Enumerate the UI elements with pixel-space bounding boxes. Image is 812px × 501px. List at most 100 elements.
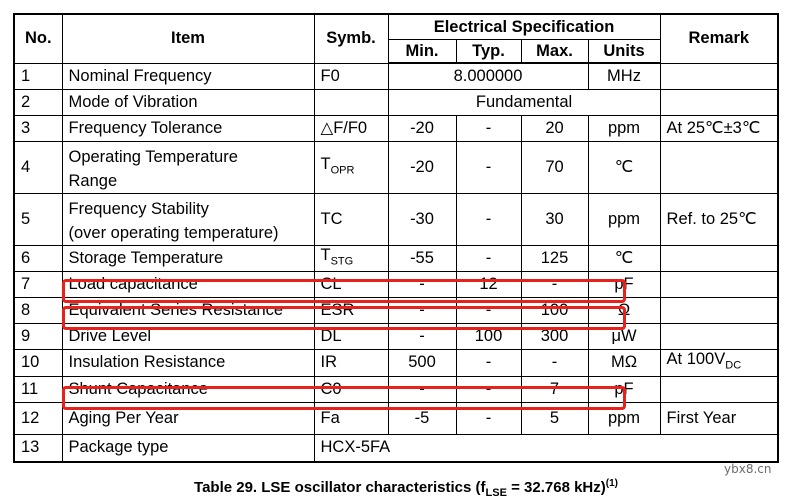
cell-typ: 100	[455, 323, 522, 351]
header-row-1: No. Item Symb. Electrical Specification …	[13, 13, 779, 64]
cell-item: Frequency Stability (over operating temp…	[61, 193, 315, 246]
table-row: 11 Shunt Capacitance C0 - - 7 pF	[13, 375, 779, 403]
cell-min: -55	[387, 244, 457, 273]
cell-remark: Ref. to 25℃	[659, 193, 779, 246]
remark-main: At 100V	[666, 350, 726, 369]
cell-symb: HCX-5FA	[313, 433, 779, 463]
cell-max: -	[520, 271, 589, 299]
symb-sub: OPR	[330, 164, 355, 177]
cell-item: Load capacitance	[61, 271, 315, 299]
cell-symb: TC	[313, 193, 389, 246]
cell-typ: -	[455, 375, 522, 403]
cell-max: 100	[520, 297, 589, 325]
cell-item-line1: Frequency Stability	[68, 199, 209, 218]
cell-item: Frequency Tolerance	[61, 115, 315, 142]
cell-remark: First Year	[659, 401, 779, 435]
table-row: 1 Nominal Frequency F0 8.000000 MHz	[13, 62, 779, 90]
header-typ: Typ.	[455, 39, 522, 64]
symb-main: T	[320, 154, 331, 173]
cell-remark	[659, 141, 779, 194]
cell-no: 9	[13, 323, 63, 351]
cell-typ: 12	[455, 271, 522, 299]
cell-units: ℃	[587, 244, 661, 273]
cell-remark	[659, 244, 779, 273]
cell-typ: -	[455, 141, 522, 194]
cell-remark	[659, 271, 779, 299]
cell-nominal-value: 8.000000	[387, 62, 589, 90]
cell-max: 20	[520, 115, 589, 142]
header-no: No.	[13, 13, 63, 64]
table-row: 9 Drive Level DL - 100 300 μW	[13, 323, 779, 351]
cell-symb: ESR	[313, 297, 389, 325]
cell-remark	[659, 323, 779, 351]
cell-max: -	[520, 349, 589, 377]
cell-remark	[659, 297, 779, 325]
cell-no: 13	[13, 433, 63, 463]
cell-typ: -	[455, 244, 522, 273]
cell-item: Nominal Frequency	[61, 62, 315, 90]
cell-units: μW	[587, 323, 661, 351]
cell-min: -	[387, 375, 457, 403]
spec-table: No. Item Symb. Electrical Specification …	[13, 13, 780, 464]
cell-mode-value: Fundamental	[387, 89, 661, 116]
cell-symb	[313, 89, 389, 116]
cell-no: 12	[13, 401, 63, 435]
cell-min: 500	[387, 349, 457, 377]
cell-units: MHz	[587, 62, 661, 90]
cell-item: Equivalent Series Resistance	[61, 297, 315, 325]
cell-symb: CL	[313, 271, 389, 299]
cell-max: 125	[520, 244, 589, 273]
table-row: 12 Aging Per Year Fa -5 - 5 ppm First Ye…	[13, 401, 779, 435]
table-row: 5 Frequency Stability (over operating te…	[13, 193, 779, 246]
cell-item: Insulation Resistance	[61, 349, 315, 377]
table-row: 8 Equivalent Series Resistance ESR - - 1…	[13, 297, 779, 325]
cell-units: ℃	[587, 141, 661, 194]
header-remark: Remark	[659, 13, 779, 64]
caption-prefix: Table 29. LSE oscillator characteristics…	[194, 479, 486, 496]
cell-min: -	[387, 271, 457, 299]
cell-no: 6	[13, 244, 63, 273]
cell-item: Drive Level	[61, 323, 315, 351]
cell-no: 7	[13, 271, 63, 299]
table-row: 10 Insulation Resistance IR 500 - - MΩ A…	[13, 349, 779, 377]
cell-units: ppm	[587, 401, 661, 435]
table-row: 3 Frequency Tolerance △F/F0 -20 - 20 ppm…	[13, 115, 779, 142]
cell-remark: At 100VDC	[659, 349, 779, 377]
cell-no: 5	[13, 193, 63, 246]
table-row: 6 Storage Temperature TSTG -55 - 125 ℃	[13, 244, 779, 273]
cell-remark: At 25℃±3℃	[659, 115, 779, 142]
cell-no: 3	[13, 115, 63, 142]
cell-min: -30	[387, 193, 457, 246]
table-row: 2 Mode of Vibration Fundamental	[13, 89, 779, 116]
cell-max: 70	[520, 141, 589, 194]
cell-units: ppm	[587, 115, 661, 142]
header-min: Min.	[387, 39, 457, 64]
cell-typ: -	[455, 401, 522, 435]
cell-no: 8	[13, 297, 63, 325]
symb-main: T	[320, 246, 331, 264]
header-electrical-spec: Electrical Specification	[387, 13, 661, 40]
header-row-2: Min. Typ. Max. Units	[14, 39, 778, 64]
watermark-text: ybx8.cn	[724, 462, 772, 476]
header-symb: Symb.	[313, 13, 389, 64]
symb-sub: STG	[330, 255, 354, 268]
cell-min: -5	[387, 401, 457, 435]
header-max: Max.	[520, 39, 589, 64]
cell-min: -	[387, 323, 457, 351]
remark-sub: DC	[725, 359, 742, 372]
cell-typ: -	[455, 115, 522, 142]
cell-units: ppm	[587, 193, 661, 246]
cell-units: MΩ	[587, 349, 661, 377]
cell-max: 300	[520, 323, 589, 351]
cell-item: Operating Temperature Range	[61, 141, 315, 194]
cell-item-line2: (over operating temperature)	[68, 223, 279, 242]
cell-no: 2	[13, 89, 63, 116]
header-item: Item	[61, 13, 315, 64]
cell-symb: F0	[313, 62, 389, 90]
cell-symb: IR	[313, 349, 389, 377]
cell-typ: -	[455, 349, 522, 377]
header-units: Units	[587, 39, 661, 64]
table-row: 7 Load capacitance CL - 12 - pF	[13, 271, 779, 299]
cell-units: Ω	[587, 297, 661, 325]
cell-typ: -	[455, 193, 522, 246]
